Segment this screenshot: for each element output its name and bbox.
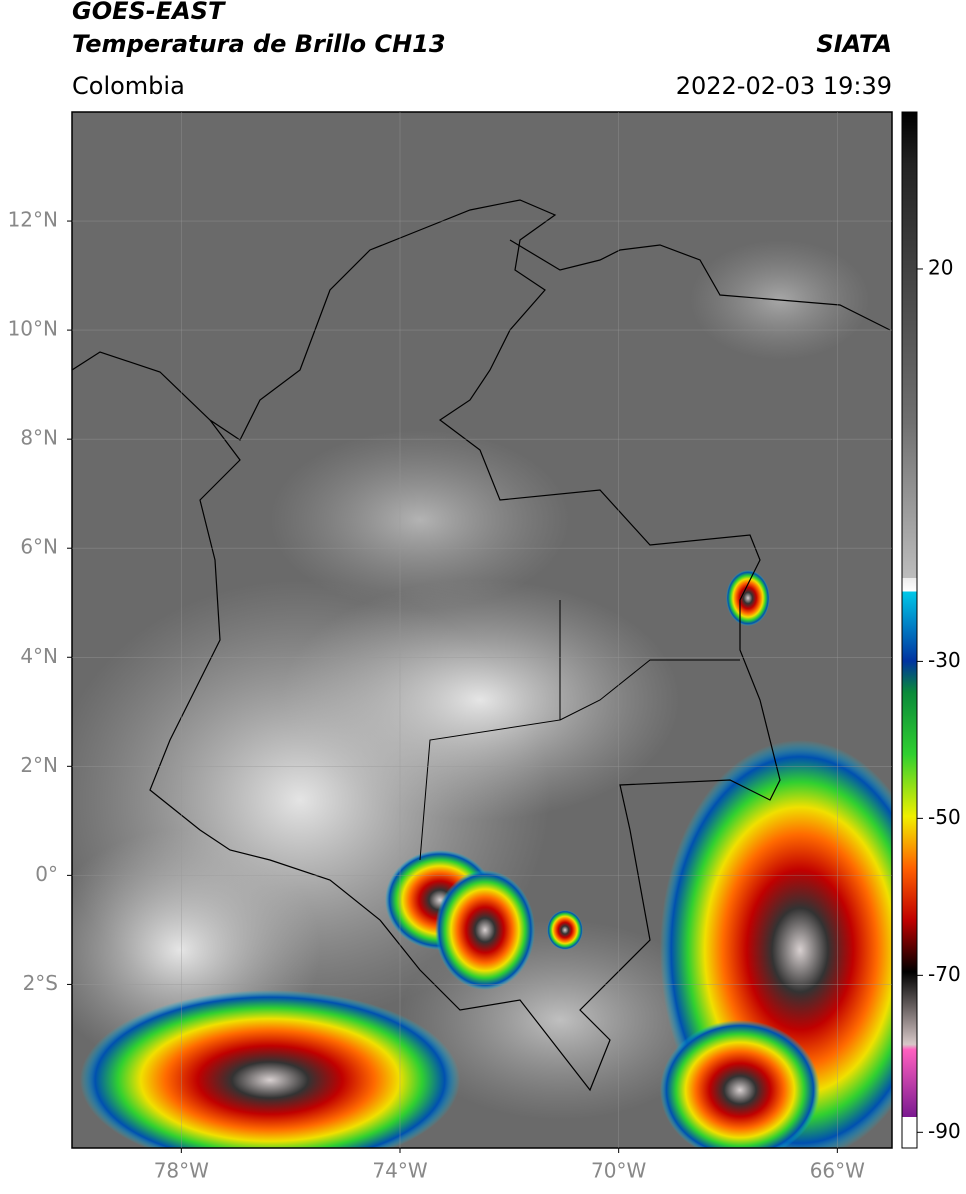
lat-label: 8°N [20,426,58,450]
lon-label: 78°W [154,1159,209,1183]
lon-label: 70°W [591,1159,646,1183]
border [72,199,781,1092]
lat-label: 0° [35,862,58,886]
storm [547,910,583,950]
colorbar-label: -90 [928,1119,961,1143]
lat-label: 4°N [20,644,58,668]
colorbar-label: -70 [928,962,961,986]
map-frame [71,111,893,1149]
lat-label: 10°N [8,317,58,341]
lat-label: 2°S [23,971,58,995]
datetime: 2022-02-03 19:39 [676,72,892,100]
colorbar-label: -50 [928,805,961,829]
coastline [509,239,891,331]
lat-label: 2°N [20,753,58,777]
subtitle: Temperatura de Brillo CH13 [72,30,446,58]
lat-label: 12°N [8,208,58,232]
colorbar-label: -30 [928,648,961,672]
source: SIATA [816,30,892,58]
title: GOES-EAST [72,0,226,25]
border [419,600,740,861]
lat-label: 6°N [20,535,58,559]
colorbar-label: 20 [928,255,953,279]
lon-label: 74°W [372,1159,427,1183]
colorbar [901,111,918,1149]
map-image [72,112,892,1148]
storm [80,990,460,1148]
lon-label: 66°W [810,1159,865,1183]
storm [435,870,535,990]
cloud [270,430,570,610]
storm [660,1020,820,1148]
region: Colombia [72,72,185,100]
storm [726,570,770,626]
cloud [280,580,680,820]
